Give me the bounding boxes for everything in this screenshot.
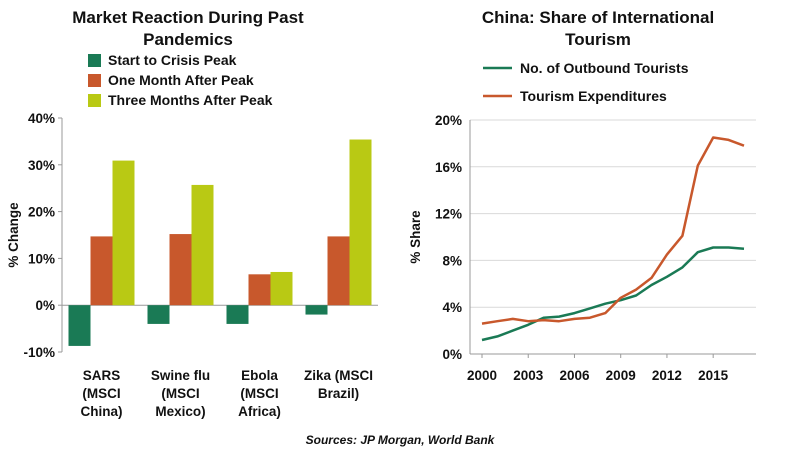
legend-label-0: Start to Crisis Peak <box>108 52 237 68</box>
bar-1-0 <box>90 236 113 306</box>
category-label-1-1: (MSCI <box>161 386 199 401</box>
category-label-1-0: Swine flu <box>151 368 210 383</box>
legend-swatch-0 <box>88 54 101 67</box>
right-y-tick-5: 20% <box>435 113 462 128</box>
left-category-labels: SARS (MSCI China) Swine flu (MSCI Mexico) Ebol… <box>81 368 374 419</box>
series-line-1 <box>481 136 745 325</box>
right-x-tick-5: 2015 <box>698 368 729 383</box>
right-chart-title-line-1: China: Share of International <box>482 8 714 27</box>
left-chart-title-line-1: Market Reaction During Past <box>72 8 304 27</box>
right-y-tick-1: 4% <box>442 300 462 315</box>
right-legend-label-1: Tourism Expenditures <box>520 88 667 104</box>
category-label-0-1: (MSCI <box>82 386 120 401</box>
right-y-ticks: 0% 4% 8% 12% 16% 20% <box>435 113 462 362</box>
category-label-2-0: Ebola <box>241 368 278 383</box>
left-y-tick-4: 30% <box>28 158 55 173</box>
right-y-tick-0: 0% <box>442 347 462 362</box>
right-gridlines <box>470 119 756 308</box>
bar-2-3 <box>349 139 372 306</box>
category-label-3-0: Zika (MSCI <box>304 368 373 383</box>
china-tourism-chart: China: Share of International Tourism No… <box>408 8 756 383</box>
left-y-axis-label: % Change <box>6 202 21 268</box>
left-y-tick-5: 40% <box>28 111 55 126</box>
bar-0-3 <box>305 305 328 315</box>
category-label-0-2: China) <box>81 404 123 419</box>
right-x-tick-4: 2012 <box>652 368 682 383</box>
bar-2-0 <box>112 160 135 306</box>
right-y-tick-3: 12% <box>435 207 462 222</box>
left-y-ticks: -10% 0% 10% 20% 30% 40% <box>23 111 55 360</box>
category-label-0-0: SARS <box>83 368 121 383</box>
left-y-tick-0: -10% <box>23 345 55 360</box>
left-bars <box>68 139 372 346</box>
left-axes <box>58 117 378 353</box>
left-legend: Start to Crisis Peak One Month After Peak… <box>88 52 273 108</box>
category-label-2-2: Africa) <box>238 404 281 419</box>
source-note: Sources: JP Morgan, World Bank <box>306 433 496 447</box>
category-label-2-1: (MSCI <box>240 386 278 401</box>
right-x-tick-2: 2006 <box>559 368 590 383</box>
bar-0-1 <box>147 305 170 324</box>
bar-2-2 <box>270 271 293 306</box>
bar-2-1 <box>191 184 214 306</box>
right-x-tick-3: 2009 <box>606 368 636 383</box>
right-y-tick-4: 16% <box>435 160 462 175</box>
right-x-ticks: 2000 2003 2006 2009 2012 2015 <box>467 354 729 383</box>
left-y-tick-3: 20% <box>28 205 55 220</box>
right-axes <box>469 120 756 355</box>
right-chart-title-line-2: Tourism <box>565 30 631 49</box>
category-label-1-2: Mexico) <box>155 404 205 419</box>
legend-label-2: Three Months After Peak <box>108 92 273 108</box>
right-x-tick-1: 2003 <box>513 368 544 383</box>
legend-label-1: One Month After Peak <box>108 72 254 88</box>
market-reaction-chart: Market Reaction During Past Pandemics St… <box>6 8 378 419</box>
left-y-tick-2: 10% <box>28 251 55 266</box>
bar-1-3 <box>327 236 350 306</box>
right-series-lines <box>481 136 745 342</box>
category-label-3-1: Brazil) <box>318 386 359 401</box>
right-legend: No. of Outbound Tourists Tourism Expendit… <box>483 60 689 104</box>
right-x-tick-0: 2000 <box>467 368 497 383</box>
legend-swatch-2 <box>88 94 101 107</box>
left-y-tick-1: 0% <box>35 298 55 313</box>
left-chart-title-line-2: Pandemics <box>143 30 233 49</box>
legend-swatch-1 <box>88 74 101 87</box>
bar-0-2 <box>226 305 249 324</box>
right-y-axis-label: % Share <box>408 210 423 264</box>
series-line-0 <box>481 246 745 342</box>
right-y-tick-2: 8% <box>442 253 462 268</box>
right-legend-label-0: No. of Outbound Tourists <box>520 60 689 76</box>
bar-1-1 <box>169 234 192 306</box>
bar-1-2 <box>248 274 271 306</box>
bar-0-0 <box>68 305 91 346</box>
